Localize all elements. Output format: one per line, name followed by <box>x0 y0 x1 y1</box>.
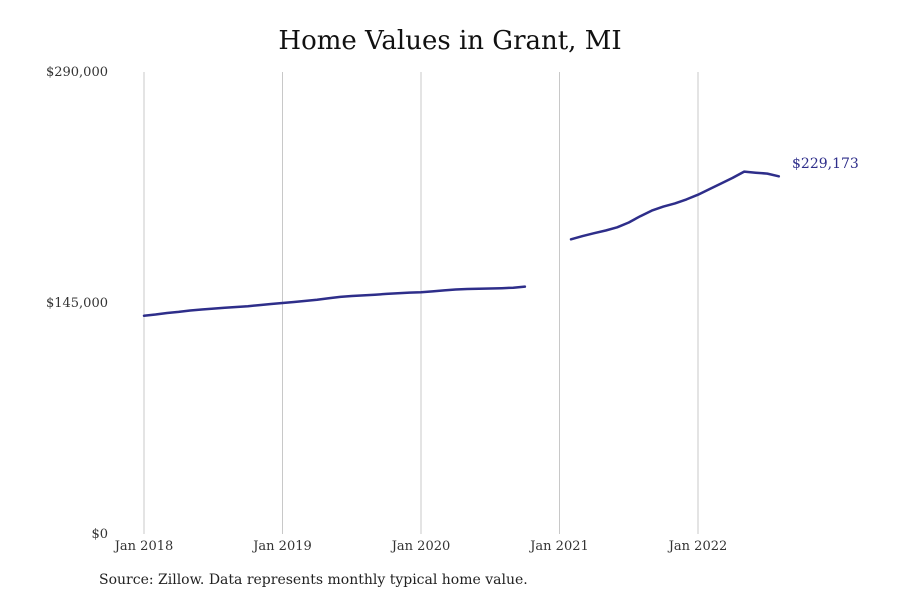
series-line <box>142 285 527 317</box>
x-tick-label: Jan 2021 <box>528 539 589 554</box>
series-line <box>569 170 781 241</box>
y-tick-label: $0 <box>91 527 108 542</box>
y-tick-label: $290,000 <box>46 65 108 80</box>
latest-value-label: $229,173 <box>792 156 859 172</box>
source-note: Source: Zillow. Data represents monthly … <box>99 572 528 588</box>
x-tick-label: Jan 2019 <box>251 539 312 554</box>
grid-layer <box>143 72 699 534</box>
y-tick-label: $145,000 <box>46 296 108 311</box>
chart-title: Home Values in Grant, MI <box>278 26 622 56</box>
x-tick-label: Jan 2022 <box>667 539 728 554</box>
x-tick-label: Jan 2018 <box>113 539 174 554</box>
annotation-layer: $229,173 <box>792 156 859 172</box>
y-axis: $0 $145,000 $290,000 <box>46 65 108 542</box>
series-layer <box>142 170 781 317</box>
x-tick-label: Jan 2020 <box>390 539 451 554</box>
x-axis: Jan 2018 Jan 2019 Jan 2020 Jan 2021 Jan 2022 <box>113 539 728 554</box>
